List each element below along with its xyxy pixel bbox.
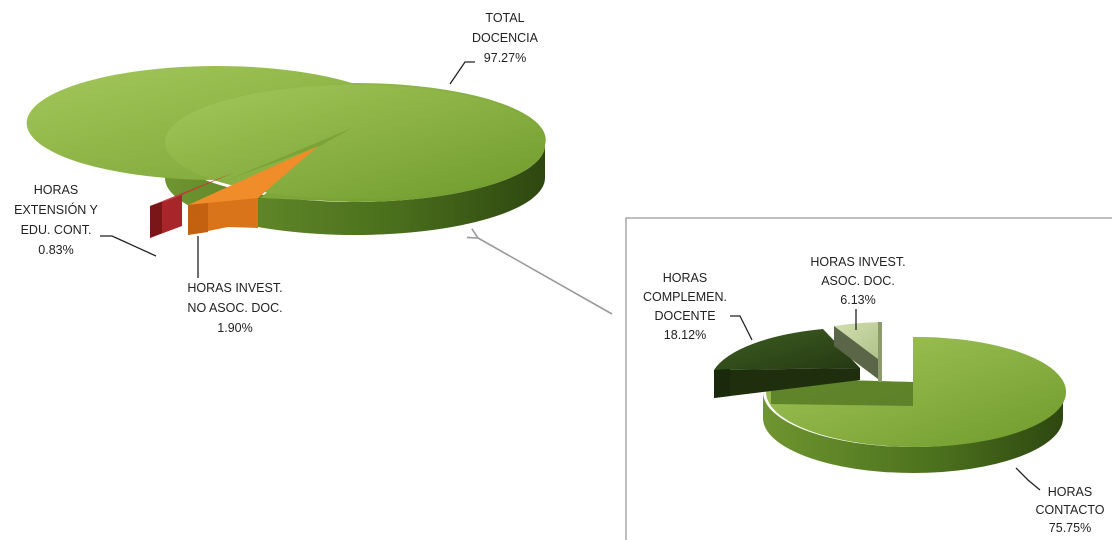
detail-pie — [714, 322, 1067, 473]
leader-line-complemen — [730, 315, 753, 341]
main-pie-slice-side-docencia — [165, 145, 545, 235]
label-line: HORAS — [1048, 485, 1092, 499]
label-line: TOTAL — [485, 11, 524, 25]
label-line: COMPLEMEN. — [643, 290, 727, 304]
label-extension: HORAS EXTENSIÓN Y EDU. CONT. 0.83% — [14, 183, 98, 257]
label-line: DOCENCIA — [472, 31, 539, 45]
label-line: HORAS — [34, 183, 78, 197]
label-line: EXTENSIÓN Y — [14, 202, 98, 217]
label-complemen-docente: HORAS COMPLEMEN. DOCENTE 18.12% — [643, 271, 727, 342]
detail-arrow — [478, 238, 613, 315]
main-pie — [26, 66, 546, 238]
detail-pie-slice-invest-asoc — [834, 322, 882, 362]
label-value: 18.12% — [664, 328, 706, 342]
leader-line-docencia — [449, 61, 475, 85]
label-contacto: HORAS CONTACTO 75.75% — [1036, 485, 1105, 535]
label-value: 75.75% — [1049, 521, 1091, 535]
label-invest-asoc: HORAS INVEST. ASOC. DOC. 6.13% — [810, 255, 905, 307]
detail-box — [625, 217, 1112, 540]
label-line: HORAS INVEST. — [810, 255, 905, 269]
label-value: 6.13% — [840, 293, 875, 307]
label-line: ASOC. DOC. — [821, 274, 895, 288]
label-total-docencia: TOTAL DOCENCIA 97.27% — [472, 11, 539, 65]
label-line: CONTACTO — [1036, 503, 1105, 517]
label-line: EDU. CONT. — [21, 223, 92, 237]
label-line: DOCENTE — [654, 309, 715, 323]
detail-pie-slice-complemen — [714, 329, 860, 370]
label-line: NO ASOC. DOC. — [187, 301, 282, 315]
label-line: HORAS INVEST. — [187, 281, 282, 295]
label-value: 97.27% — [484, 51, 526, 65]
label-value: 0.83% — [38, 243, 73, 257]
leader-line-contacto — [1015, 467, 1041, 491]
label-invest-no-asoc: HORAS INVEST. NO ASOC. DOC. 1.90% — [187, 281, 282, 335]
leader-line-extension — [100, 235, 157, 257]
label-value: 1.90% — [217, 321, 252, 335]
detail-pie-slice-contacto — [766, 336, 1067, 447]
label-line: HORAS — [663, 271, 707, 285]
